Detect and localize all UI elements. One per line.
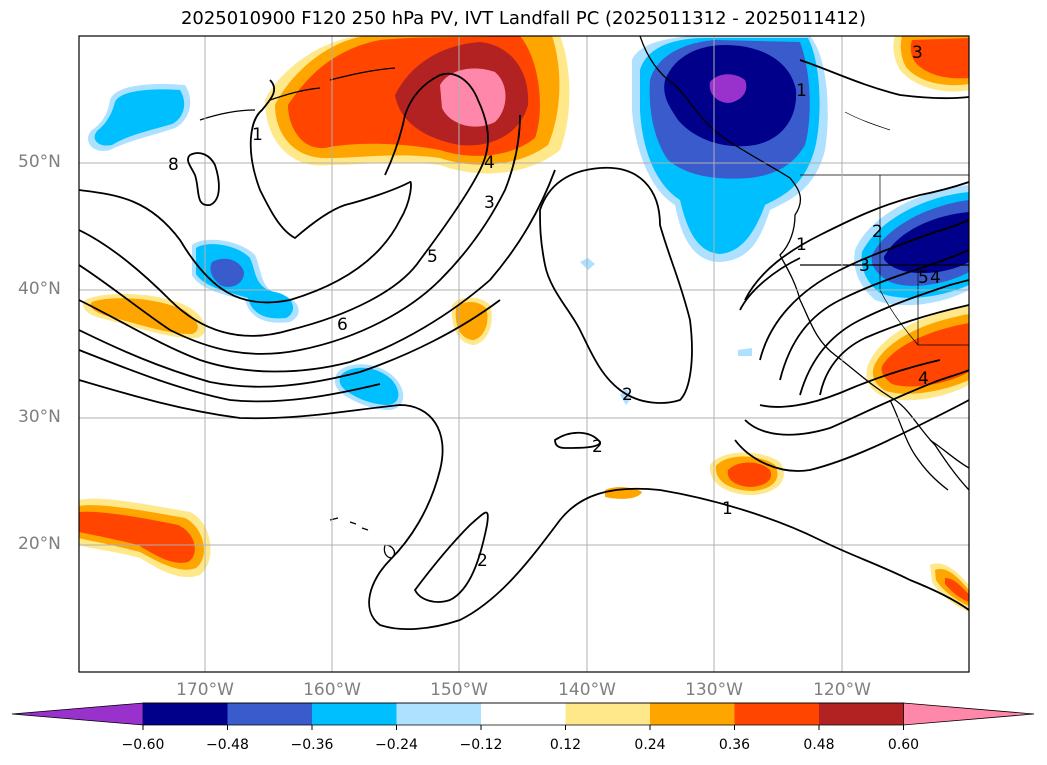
lon-label: 140°W [558, 680, 616, 700]
positive-anomaly-aleutians [265, 36, 570, 174]
map-title: 2025010900 F120 250 hPa PV, IVT Landfall… [180, 8, 867, 29]
contour-label: 4 [930, 268, 941, 288]
colorbar-cell [312, 703, 397, 725]
positive-anomaly-northeast-corner [893, 36, 969, 92]
contour-label: 4 [918, 369, 929, 389]
contour-label: 2 [592, 437, 603, 457]
colorbar-cell [903, 702, 1035, 726]
contour-label: 1 [796, 81, 807, 101]
colorbar-tick-label: −0.24 [375, 737, 418, 753]
contour-label: 6 [337, 315, 348, 335]
map-area: 8 1 4 3 5 6 2 1 2 3 5 4 1 2 1 3 4 2 [79, 36, 969, 672]
colorbar-tick-label: 0.36 [718, 737, 751, 753]
contour-label: 3 [912, 43, 923, 63]
colorbar-tick-label: 0.12 [549, 737, 582, 753]
lon-label: 170°W [176, 680, 234, 700]
gridlines [79, 36, 969, 672]
colorbar-cell [650, 703, 735, 725]
contour-label: 1 [252, 125, 263, 145]
state-borders [800, 100, 969, 346]
contour-label: 2 [477, 551, 488, 571]
colorbar [11, 702, 1035, 730]
lon-label: 120°W [813, 680, 871, 700]
contour-label: 3 [859, 256, 870, 276]
colorbar-tick-label: 0.60 [887, 737, 920, 753]
lat-label: 20°N [18, 534, 61, 554]
lat-label: 40°N [18, 279, 61, 299]
colorbar-tick-label: 0.48 [803, 737, 835, 753]
colorbar-tick-label: 0.24 [634, 737, 666, 753]
contour-label: 5 [918, 268, 929, 288]
contour-label: 3 [484, 193, 495, 213]
contour-label: 5 [427, 247, 438, 267]
pv-contours [79, 59, 969, 631]
colorbar-tick-label: −0.36 [290, 737, 334, 753]
colorbar-tick-label: −0.48 [206, 737, 249, 753]
lon-label: 150°W [430, 680, 488, 700]
colorbar-cell [227, 703, 312, 725]
contour-label: 4 [484, 153, 495, 173]
lat-label: 50°N [18, 152, 61, 172]
contour-label: 1 [722, 499, 733, 519]
contour-label: 8 [168, 155, 179, 175]
colorbar-cell [734, 703, 819, 725]
lon-label: 130°W [685, 680, 743, 700]
contour-label: 2 [872, 222, 883, 242]
colorbar-cell [481, 703, 566, 725]
map-frame [78, 35, 970, 673]
colorbar-cell [565, 703, 650, 725]
contour-label: 2 [622, 385, 633, 405]
lat-label: 30°N [18, 407, 61, 427]
contour-labels: 8 1 4 3 5 6 2 1 2 3 5 4 1 2 1 3 4 2 [168, 43, 941, 571]
colorbar-cell [396, 703, 481, 725]
contour-label: 1 [796, 235, 807, 255]
colorbar-cell [819, 703, 904, 725]
colorbar-cell [143, 703, 228, 725]
colorbar-tick-label: −0.12 [459, 737, 503, 753]
colorbar-tick-label: −0.60 [121, 737, 165, 753]
lon-label: 160°W [303, 680, 361, 700]
colorbar-cell [11, 702, 144, 726]
